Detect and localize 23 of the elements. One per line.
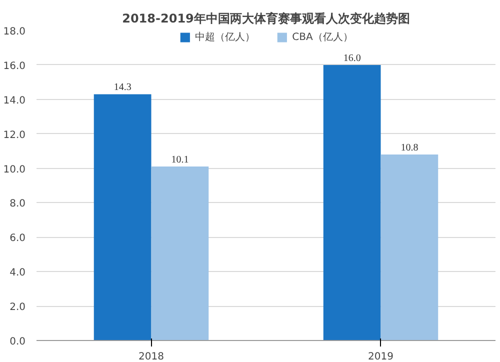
y-tick-label: 4.0 bbox=[10, 268, 26, 279]
bar bbox=[380, 154, 438, 340]
y-tick-label: 12.0 bbox=[3, 130, 26, 141]
data-label: 16.0 bbox=[343, 52, 361, 64]
x-tick-label: 2019 bbox=[368, 352, 394, 362]
chart-title: 2018-2019年中国两大体育赛事观看人次变化趋势图 bbox=[122, 12, 410, 26]
y-tick-label: 18.0 bbox=[3, 26, 26, 38]
y-tick-label: 0.0 bbox=[10, 336, 26, 348]
legend-label: CBA（亿人） bbox=[292, 31, 353, 44]
y-tick-label: 6.0 bbox=[10, 233, 26, 244]
bar bbox=[151, 166, 209, 340]
legend-label: 中超（亿人） bbox=[195, 30, 256, 44]
y-tick-label: 8.0 bbox=[10, 198, 26, 210]
data-label: 10.8 bbox=[400, 142, 418, 154]
x-tick-label: 2018 bbox=[138, 352, 164, 362]
data-label: 14.3 bbox=[114, 82, 132, 94]
data-label: 10.1 bbox=[171, 154, 189, 166]
bar bbox=[94, 94, 152, 340]
y-tick-label: 10.0 bbox=[3, 164, 26, 176]
y-tick-label: 2.0 bbox=[10, 302, 26, 314]
bar bbox=[323, 64, 381, 340]
y-tick-label: 14.0 bbox=[3, 95, 26, 106]
y-tick-label: 16.0 bbox=[3, 60, 26, 72]
